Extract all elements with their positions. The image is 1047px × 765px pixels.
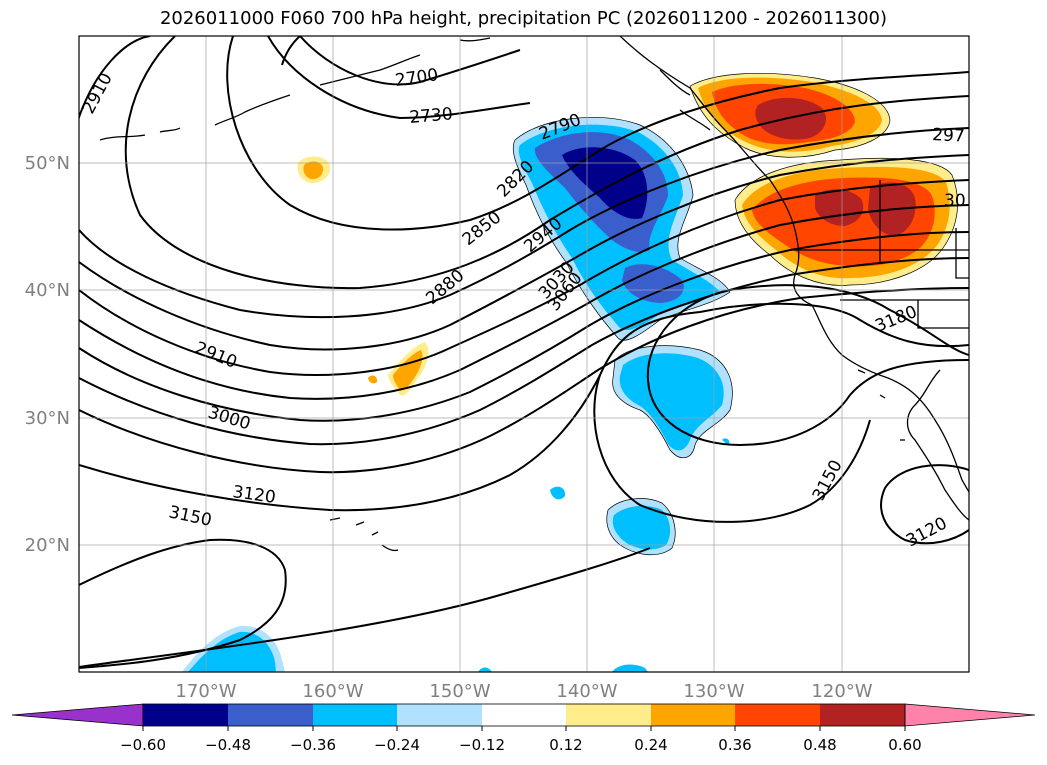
gridlines <box>79 36 969 672</box>
precip-negative-shading <box>182 117 733 672</box>
colorbar-segment <box>143 704 228 726</box>
colorbar-under-triangle <box>11 703 144 727</box>
lon-tick-label: 160°W <box>302 681 363 702</box>
colorbar-segment <box>313 704 397 726</box>
colorbar-tick-label: −0.12 <box>459 736 505 754</box>
colorbar-segment <box>566 704 651 726</box>
colorbar-tick-label: 0.60 <box>888 736 921 754</box>
lon-tick-label: 120°W <box>811 681 872 702</box>
lon-tick-label: 130°W <box>683 681 744 702</box>
colorbar-tick-label: −0.36 <box>290 736 336 754</box>
colorbar-tick-label: 0.12 <box>549 736 582 754</box>
lat-tick-label: 30°N <box>25 408 70 429</box>
lat-tick-label: 20°N <box>25 535 70 556</box>
colorbar-segment <box>482 704 566 726</box>
colorbar-tick-label: 0.36 <box>718 736 751 754</box>
lat-tick-label: 50°N <box>25 153 70 174</box>
contour-label: 2730 <box>409 104 454 128</box>
colorbar-tick-label: 0.48 <box>803 736 836 754</box>
colorbar-segment <box>651 704 735 726</box>
precip-contours <box>512 73 958 556</box>
colorbar-tick-label: −0.48 <box>205 736 251 754</box>
coastlines <box>99 36 969 552</box>
colorbar-segment <box>228 704 313 726</box>
map-content: 2910 2700 2730 2790 2820 2850 2880 2940 … <box>79 36 969 672</box>
colorbar: −0.60 −0.48 −0.36 −0.24 −0.12 0.12 0.24 … <box>11 703 1036 754</box>
colorbar-segment <box>397 704 482 726</box>
lon-tick-labels: 170°W 160°W 150°W 140°W 130°W 120°W <box>175 681 872 702</box>
height-contours <box>79 36 969 669</box>
colorbar-over-triangle <box>904 703 1036 727</box>
lat-tick-label: 40°N <box>25 280 70 301</box>
colorbar-segment <box>735 704 820 726</box>
lon-tick-label: 140°W <box>556 681 617 702</box>
colorbar-tick-label: −0.24 <box>374 736 420 754</box>
lon-tick-label: 150°W <box>429 681 490 702</box>
lon-tick-label: 170°W <box>175 681 236 702</box>
map-title: 2026011000 F060 700 hPa height, precipit… <box>159 8 888 29</box>
colorbar-tick-label: −0.60 <box>120 736 166 754</box>
colorbar-segment <box>820 704 905 726</box>
contour-label: 297 <box>932 125 965 147</box>
map-frame <box>78 35 970 673</box>
lat-tick-labels: 50°N 40°N 30°N 20°N <box>25 153 70 556</box>
contour-label: 30 <box>944 191 966 211</box>
colorbar-tick-label: 0.24 <box>634 736 667 754</box>
